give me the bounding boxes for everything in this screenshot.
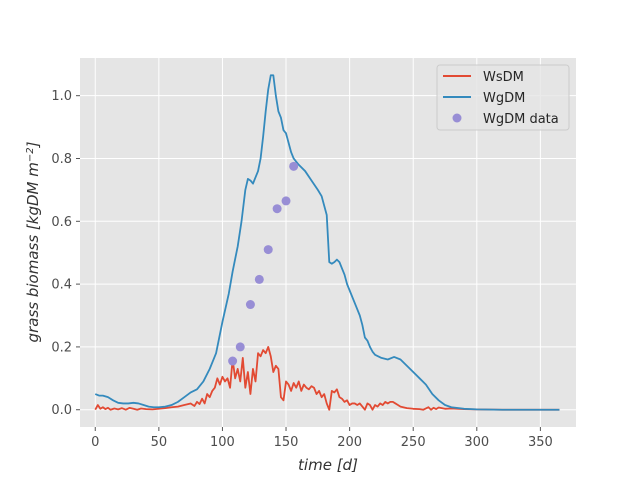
data-point-wgdm-data xyxy=(235,342,245,352)
x-tick-label: 50 xyxy=(151,435,168,450)
y-tick-label: 1.0 xyxy=(51,89,72,104)
y-tick-label: 0.2 xyxy=(51,340,72,355)
y-axis-label: grass biomass [kgDM m−2] xyxy=(24,141,42,342)
y-tick-label: 0.8 xyxy=(51,152,72,167)
legend-swatch-wgdm-data xyxy=(452,113,462,123)
y-tick-label: 0.6 xyxy=(51,215,72,230)
legend-label-wsdm: WsDM xyxy=(483,70,524,85)
x-tick-label: 150 xyxy=(274,435,299,450)
x-tick-label: 350 xyxy=(528,435,553,450)
legend-label-wgdm: WgDM xyxy=(483,91,525,106)
x-tick-label: 250 xyxy=(401,435,426,450)
series-line-wgdm xyxy=(94,74,560,411)
data-point-wgdm-data xyxy=(228,356,238,366)
axis-ticks: 0 50 100 150 200 250 300 350 0.0 0.2 0.4 0.6 0.8 1.0 xyxy=(51,89,552,450)
data-point-wgdm-data xyxy=(254,274,264,284)
series-line-wsdm xyxy=(94,346,560,411)
x-tick-label: 100 xyxy=(210,435,235,450)
y-tick-label: 0.4 xyxy=(51,278,72,293)
data-point-wgdm-data xyxy=(289,161,299,171)
x-tick-label: 0 xyxy=(91,435,99,450)
y-axis-label-sup: −2 xyxy=(25,147,36,162)
series-points xyxy=(228,161,299,366)
data-point-wgdm-data xyxy=(245,300,255,310)
data-point-wgdm-data xyxy=(281,196,291,206)
y-axis-label-main: grass biomass [kgDM m xyxy=(24,162,42,342)
data-point-wgdm-data xyxy=(272,204,282,214)
y-axis-label-end: ] xyxy=(24,141,42,148)
legend-label-wgdm-data: WgDM data xyxy=(483,112,559,127)
data-point-wgdm-data xyxy=(263,245,273,255)
series-lines xyxy=(94,74,560,411)
y-tick-label: 0.0 xyxy=(51,403,72,418)
x-tick-label: 200 xyxy=(337,435,362,450)
x-tick-label: 300 xyxy=(464,435,489,450)
legend: WsDM WgDM WgDM data xyxy=(436,64,570,131)
legend-box xyxy=(436,64,570,131)
x-axis-label: time [d] xyxy=(298,456,358,474)
